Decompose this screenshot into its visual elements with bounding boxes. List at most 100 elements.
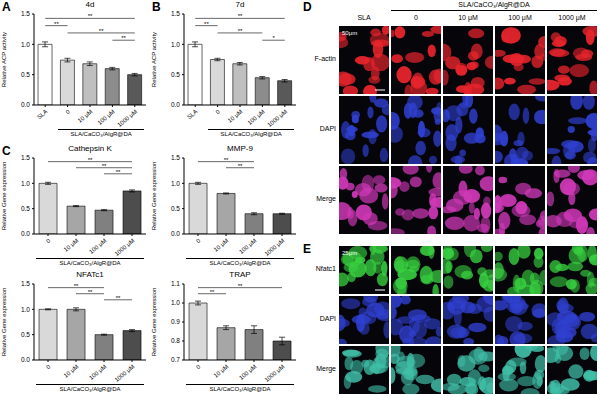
- html-text:100 μM: 100 μM: [508, 14, 532, 21]
- svg-text:**: **: [102, 163, 107, 169]
- svg-text:0.0: 0.0: [21, 101, 30, 108]
- svg-text:1000 μM: 1000 μM: [266, 108, 288, 128]
- html-text:C: C: [2, 144, 11, 158]
- html-text:4d: 4d: [85, 0, 95, 9]
- html-text:NFATc1: NFATc1: [76, 270, 104, 279]
- svg-text:0: 0: [215, 108, 222, 115]
- svg-text:0.0: 0.0: [171, 101, 180, 108]
- html-text:Merge: Merge: [316, 365, 336, 372]
- svg-text:0.5: 0.5: [21, 71, 30, 78]
- svg-text:**: **: [74, 283, 79, 289]
- svg-text:100 μM: 100 μM: [88, 363, 107, 381]
- svg-text:100 μM: 100 μM: [96, 108, 115, 126]
- svg-text:0.0: 0.0: [171, 230, 180, 237]
- svg-text:1.0: 1.0: [21, 306, 30, 313]
- svg-text:0.5: 0.5: [171, 205, 180, 212]
- svg-text:1.0: 1.0: [171, 180, 180, 187]
- html-text:SLA/CaCO₃/AlgR@DA: SLA/CaCO₃/AlgR@DA: [220, 131, 282, 137]
- svg-text:10 μM: 10 μM: [213, 237, 230, 252]
- svg-text:0.5: 0.5: [171, 71, 180, 78]
- html-text:Nfatc1: Nfatc1: [315, 265, 336, 272]
- svg-text:*: *: [272, 35, 275, 41]
- html-text:D: D: [303, 0, 312, 14]
- html-text:MMP-9: MMP-9: [227, 144, 253, 153]
- svg-text:0: 0: [65, 108, 72, 115]
- svg-text:0.0: 0.0: [21, 230, 30, 237]
- svg-text:Relative Gene expression: Relative Gene expression: [151, 288, 157, 357]
- svg-text:**: **: [121, 35, 126, 41]
- svg-text:**: **: [54, 21, 59, 27]
- svg-text:Relative Gene expression: Relative Gene expression: [151, 162, 157, 231]
- svg-text:1.5: 1.5: [21, 280, 30, 287]
- svg-text:0: 0: [195, 237, 202, 244]
- svg-text:Relative ACP activity: Relative ACP activity: [151, 32, 157, 87]
- svg-text:**: **: [88, 289, 93, 295]
- svg-text:50μm: 50μm: [342, 30, 357, 36]
- svg-text:25μm: 25μm: [342, 250, 357, 256]
- svg-text:0.5: 0.5: [21, 331, 30, 338]
- svg-text:1000 μM: 1000 μM: [114, 237, 136, 257]
- html-text:Cathepsin K: Cathepsin K: [68, 144, 112, 153]
- svg-text:1.0: 1.0: [21, 41, 30, 48]
- svg-text:1000 μM: 1000 μM: [264, 237, 286, 257]
- html-text:B: B: [152, 0, 161, 14]
- svg-text:1.0: 1.0: [21, 180, 30, 187]
- svg-text:**: **: [88, 157, 93, 163]
- svg-text:**: **: [204, 21, 209, 27]
- svg-text:**: **: [238, 28, 243, 34]
- html-text:SLA/CaCO₃/AlgR@DA: SLA/CaCO₃/AlgR@DA: [209, 260, 271, 266]
- svg-text:0: 0: [45, 237, 52, 244]
- svg-text:1.5: 1.5: [171, 154, 180, 161]
- svg-text:1000 μM: 1000 μM: [264, 363, 286, 383]
- svg-text:100 μM: 100 μM: [238, 237, 257, 255]
- svg-text:SLA: SLA: [186, 108, 199, 120]
- svg-text:**: **: [224, 157, 229, 163]
- html-text:SLA/CaCO₃/AlgR@DA: SLA/CaCO₃/AlgR@DA: [70, 131, 132, 137]
- svg-text:10 μM: 10 μM: [63, 237, 80, 252]
- html-text:TRAP: TRAP: [229, 270, 251, 279]
- html-text:1000 μM: 1000 μM: [558, 14, 586, 21]
- html-text:SLA/CaCO₃/AlgR@DA: SLA/CaCO₃/AlgR@DA: [458, 1, 530, 8]
- svg-text:**: **: [116, 295, 121, 301]
- svg-text:10 μM: 10 μM: [63, 363, 80, 378]
- html-text:7d: 7d: [235, 0, 245, 9]
- svg-text:1.5: 1.5: [21, 10, 30, 17]
- svg-text:1.5: 1.5: [171, 10, 180, 17]
- svg-text:1.1: 1.1: [171, 280, 180, 287]
- html-text:F-actin: F-actin: [314, 55, 336, 62]
- svg-text:10 μM: 10 μM: [77, 108, 94, 123]
- svg-text:0.0: 0.0: [21, 356, 30, 363]
- html-text:SLA: SLA: [357, 14, 371, 21]
- svg-text:1000 μM: 1000 μM: [116, 108, 138, 128]
- svg-text:100 μM: 100 μM: [88, 237, 107, 255]
- svg-text:**: **: [99, 28, 104, 34]
- svg-text:**: **: [88, 13, 93, 19]
- html-text:DAPI: DAPI: [319, 315, 336, 322]
- svg-text:0: 0: [195, 363, 202, 370]
- svg-text:**: **: [238, 283, 243, 289]
- html-text:E: E: [303, 242, 311, 256]
- svg-text:**: **: [116, 169, 121, 175]
- html-text:A: A: [2, 0, 11, 14]
- svg-text:10 μM: 10 μM: [213, 363, 230, 378]
- html-text:DAPI: DAPI: [319, 125, 336, 132]
- svg-text:0.7: 0.7: [171, 356, 180, 363]
- svg-text:100 μM: 100 μM: [246, 108, 265, 126]
- svg-text:0: 0: [45, 363, 52, 370]
- svg-text:1.0: 1.0: [171, 299, 180, 306]
- svg-text:**: **: [210, 289, 215, 295]
- html-text:SLA/CaCO₃/AlgR@DA: SLA/CaCO₃/AlgR@DA: [59, 260, 121, 266]
- svg-text:0.8: 0.8: [171, 337, 180, 344]
- html-text:Merge: Merge: [316, 195, 336, 202]
- svg-text:**: **: [238, 163, 243, 169]
- svg-text:10 μM: 10 μM: [227, 108, 244, 123]
- html-text:10 μM: 10 μM: [458, 14, 478, 21]
- svg-text:1000 μM: 1000 μM: [114, 363, 136, 383]
- svg-text:SLA: SLA: [36, 108, 49, 120]
- svg-text:100 μM: 100 μM: [238, 363, 257, 381]
- svg-text:0.9: 0.9: [171, 318, 180, 325]
- svg-text:0.5: 0.5: [21, 205, 30, 212]
- svg-text:1.5: 1.5: [21, 154, 30, 161]
- svg-text:**: **: [238, 13, 243, 19]
- svg-text:1.0: 1.0: [171, 41, 180, 48]
